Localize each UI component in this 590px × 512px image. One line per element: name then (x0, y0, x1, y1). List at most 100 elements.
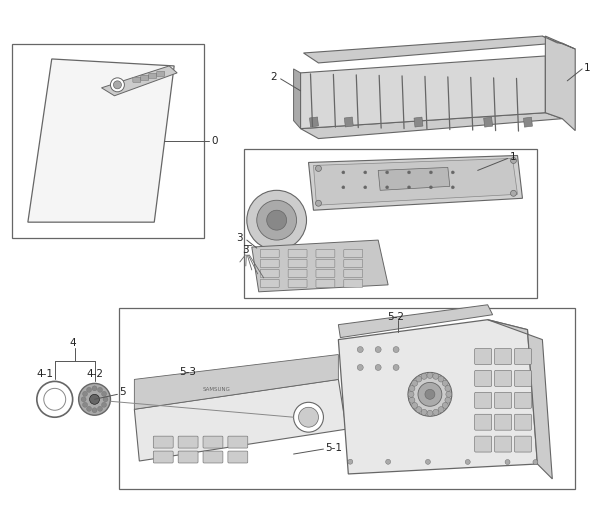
FancyBboxPatch shape (514, 349, 532, 365)
Polygon shape (310, 117, 319, 127)
Polygon shape (338, 305, 493, 337)
Circle shape (430, 186, 432, 189)
Circle shape (430, 171, 432, 174)
Circle shape (81, 397, 86, 402)
FancyBboxPatch shape (475, 371, 491, 387)
Circle shape (427, 372, 433, 378)
FancyBboxPatch shape (475, 436, 491, 452)
Polygon shape (523, 117, 532, 127)
Circle shape (83, 402, 87, 407)
Circle shape (438, 376, 444, 382)
FancyBboxPatch shape (149, 73, 157, 78)
Circle shape (44, 389, 65, 410)
Text: 1: 1 (510, 153, 516, 162)
Circle shape (386, 186, 389, 189)
Circle shape (316, 165, 322, 172)
Circle shape (408, 372, 452, 416)
Circle shape (364, 171, 367, 174)
Circle shape (466, 459, 470, 464)
Polygon shape (414, 117, 423, 127)
Circle shape (445, 386, 451, 392)
Circle shape (412, 402, 418, 409)
Circle shape (87, 407, 91, 411)
FancyBboxPatch shape (260, 260, 279, 267)
FancyBboxPatch shape (494, 436, 512, 452)
FancyBboxPatch shape (288, 260, 307, 267)
Circle shape (393, 365, 399, 371)
FancyBboxPatch shape (12, 44, 204, 238)
Polygon shape (252, 240, 388, 292)
Circle shape (433, 373, 439, 379)
Polygon shape (545, 36, 575, 131)
Polygon shape (488, 319, 552, 479)
FancyBboxPatch shape (244, 148, 537, 298)
Polygon shape (345, 117, 353, 127)
Circle shape (257, 200, 297, 240)
FancyBboxPatch shape (119, 308, 575, 489)
Circle shape (442, 402, 448, 409)
Circle shape (348, 459, 353, 464)
Circle shape (510, 158, 516, 163)
Circle shape (37, 381, 73, 417)
FancyBboxPatch shape (344, 269, 363, 278)
FancyBboxPatch shape (178, 451, 198, 463)
Circle shape (408, 171, 411, 174)
Polygon shape (300, 56, 545, 129)
FancyBboxPatch shape (514, 392, 532, 408)
FancyBboxPatch shape (514, 371, 532, 387)
FancyBboxPatch shape (475, 349, 491, 365)
FancyBboxPatch shape (494, 371, 512, 387)
Circle shape (386, 459, 391, 464)
Circle shape (533, 460, 538, 464)
Circle shape (97, 388, 103, 392)
Circle shape (451, 186, 454, 189)
Circle shape (92, 408, 97, 413)
Text: 0: 0 (211, 136, 218, 145)
Polygon shape (484, 117, 493, 127)
Circle shape (101, 402, 107, 407)
FancyBboxPatch shape (494, 392, 512, 408)
Circle shape (316, 200, 322, 206)
Text: 4-2: 4-2 (86, 370, 103, 379)
FancyBboxPatch shape (288, 280, 307, 287)
Circle shape (409, 397, 415, 403)
Circle shape (393, 347, 399, 353)
FancyBboxPatch shape (178, 436, 198, 448)
Circle shape (421, 409, 427, 415)
Polygon shape (309, 156, 523, 210)
Text: 5-2: 5-2 (388, 312, 405, 322)
Text: 5: 5 (119, 388, 126, 397)
Polygon shape (294, 69, 300, 129)
Text: 2: 2 (270, 72, 277, 82)
Polygon shape (338, 319, 537, 474)
FancyBboxPatch shape (153, 436, 173, 448)
Circle shape (386, 171, 389, 174)
Circle shape (421, 373, 427, 379)
FancyBboxPatch shape (316, 249, 335, 258)
FancyBboxPatch shape (494, 349, 512, 365)
FancyBboxPatch shape (203, 436, 223, 448)
FancyBboxPatch shape (133, 77, 141, 82)
FancyBboxPatch shape (344, 249, 363, 258)
Circle shape (358, 365, 363, 371)
FancyBboxPatch shape (316, 260, 335, 267)
FancyBboxPatch shape (514, 414, 532, 430)
Circle shape (113, 81, 122, 89)
FancyBboxPatch shape (288, 269, 307, 278)
Circle shape (418, 382, 442, 407)
Circle shape (87, 388, 91, 392)
Circle shape (342, 171, 345, 174)
Circle shape (110, 78, 124, 92)
Polygon shape (378, 167, 450, 190)
Polygon shape (542, 36, 575, 49)
FancyBboxPatch shape (141, 75, 149, 80)
Polygon shape (303, 36, 558, 63)
Circle shape (433, 409, 439, 415)
Text: 1: 1 (584, 63, 590, 73)
Circle shape (247, 190, 307, 250)
Circle shape (92, 386, 97, 391)
Polygon shape (300, 113, 562, 139)
FancyBboxPatch shape (203, 451, 223, 463)
Circle shape (446, 391, 452, 397)
Text: 4: 4 (70, 337, 76, 348)
